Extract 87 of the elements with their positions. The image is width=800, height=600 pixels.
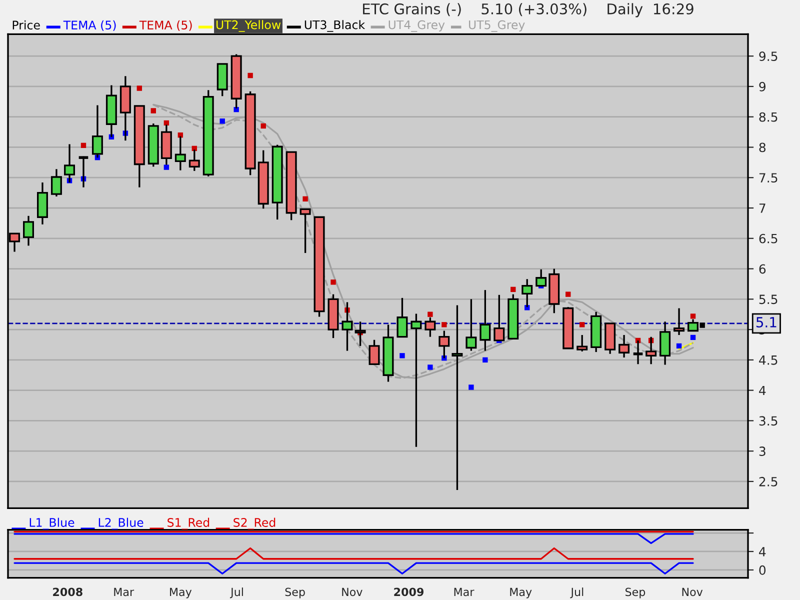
x-tick-label: Nov: [342, 588, 362, 596]
x-tick-label: Sep: [285, 588, 305, 598]
point: [150, 108, 156, 114]
point: [80, 142, 86, 148]
y-tick-label: 6: [759, 264, 766, 274]
legend-label: TEMA (5): [139, 20, 192, 31]
y-tick-label: 4.5: [759, 356, 778, 365]
candlestick: [632, 340, 644, 366]
point: [700, 322, 705, 328]
candlestick: [618, 334, 630, 358]
candlestick: [660, 320, 671, 366]
point: [566, 292, 571, 297]
y-tick-label: 4: [759, 547, 766, 556]
x-tick-label: Sep: [625, 588, 646, 598]
y-tick-label: 9: [759, 82, 766, 92]
legend-label: TEMA (5): [63, 20, 116, 31]
legend-label: S2_Red: [234, 518, 276, 530]
x-tick-label: Nov: [682, 588, 703, 596]
chart-title: ETC Grains (-) 5.10 (+3.03%) Daily 16:29: [363, 3, 694, 18]
point: [234, 106, 239, 112]
point: [136, 86, 142, 91]
point: [220, 118, 225, 124]
point: [510, 286, 516, 292]
candlestick: [410, 312, 422, 448]
y-tick-label: 3.5: [759, 416, 778, 426]
ref-line-label: 5.1: [756, 317, 776, 328]
y-tick-label: 7.5: [759, 173, 778, 183]
y-tick-label: 9.5: [759, 52, 778, 62]
point: [468, 384, 474, 390]
point: [400, 353, 405, 358]
x-tick-label: Mar: [114, 588, 134, 596]
candlestick: [452, 304, 463, 491]
y-tick-label: 7: [759, 204, 766, 213]
legend-label: L2_Blue: [98, 518, 144, 530]
point: [428, 364, 433, 370]
point: [302, 196, 308, 202]
point: [428, 312, 433, 317]
candlestick: [576, 334, 588, 352]
candlestick: [536, 268, 547, 287]
candlestick: [674, 307, 685, 336]
y-tick-label: 8: [759, 142, 766, 152]
point: [524, 305, 530, 310]
candlestick: [466, 298, 477, 352]
candlestick: [396, 297, 408, 338]
point: [580, 322, 585, 328]
candlestick: [438, 330, 450, 359]
y-tick-label: 5.5: [759, 294, 778, 304]
point: [442, 322, 447, 328]
candlestick: [494, 294, 505, 342]
candlestick: [23, 215, 34, 247]
x-tick-label: Jul: [570, 588, 584, 598]
candlestick: [480, 289, 491, 352]
legend-label: UT4_Grey: [388, 20, 445, 32]
y-tick-label: 0: [759, 565, 766, 575]
x-tick-label: 2008: [53, 588, 82, 596]
x-tick-label: May: [510, 588, 532, 598]
point: [482, 357, 488, 363]
legend-label: UT3_Black: [304, 20, 366, 32]
candlestick: [92, 104, 103, 158]
point: [690, 314, 696, 319]
candlestick: [77, 156, 90, 188]
x-tick-label: Mar: [454, 588, 474, 596]
y-tick-label: 6.5: [759, 234, 778, 244]
point: [330, 280, 336, 285]
legend-label: UT5_Grey: [468, 20, 525, 32]
point: [690, 334, 696, 340]
candlestick: [368, 339, 380, 366]
point: [676, 343, 682, 349]
point: [260, 123, 266, 129]
x-tick-label: May: [170, 588, 192, 598]
candlestick: [50, 168, 62, 198]
legend-label: S1_Red: [168, 518, 210, 530]
candlestick: [354, 320, 366, 347]
y-tick-label: 3: [759, 446, 766, 456]
candlestick: [300, 208, 311, 254]
y-tick-label: 4: [759, 386, 766, 396]
candlestick: [342, 301, 353, 352]
legend-label: L1_Blue: [30, 518, 74, 530]
legend-label: UT2_Yellow: [216, 20, 281, 32]
candlestick: [424, 316, 436, 338]
point: [164, 164, 170, 170]
x-tick-label: Jul: [230, 588, 243, 598]
y-tick-label: 8.5: [759, 112, 778, 122]
y-tick-label: 2.5: [759, 476, 778, 486]
y-axis-title: Price: [12, 20, 40, 30]
x-tick-label: 2009: [394, 588, 424, 596]
point: [248, 72, 253, 78]
